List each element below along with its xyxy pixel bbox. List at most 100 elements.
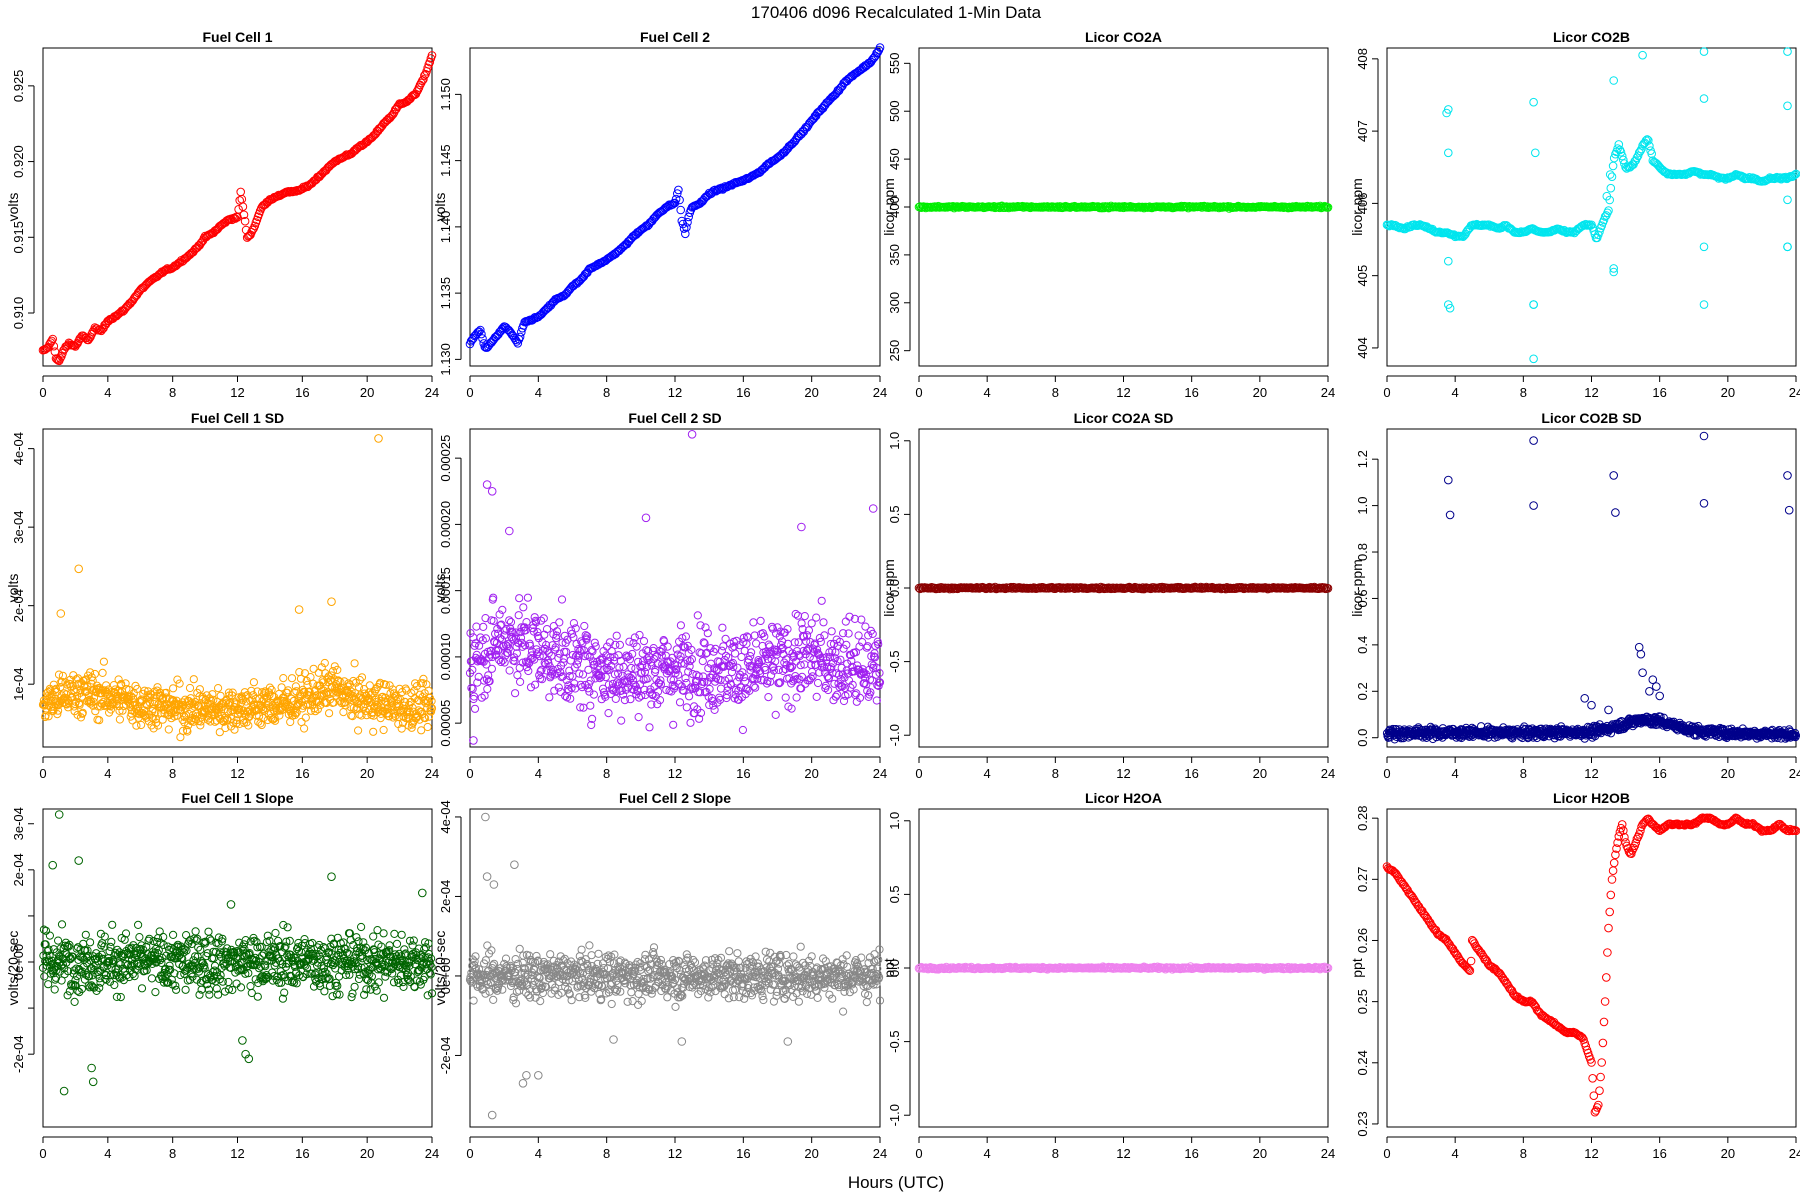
fuel-cell-1-point [423,63,433,73]
fuel-cell-1-sd-plot-frame [42,428,433,748]
fuel-cell-2-sd-point [675,698,685,707]
fuel-cell-2-sd-point [555,618,564,627]
licor-co2b-x-tick-label: 20 [1721,385,1735,400]
fuel-cell-2-sd-point [839,696,849,706]
fuel-cell-1-x-tick-label: 8 [169,385,176,400]
fuel-cell-1-slope-x-tick-label: 12 [230,1146,244,1161]
fuel-cell-2-y-axis-label: volts [432,193,448,222]
fuel-cell-1-sd-point [61,678,70,687]
fuel-cell-1-sd-point [190,702,199,711]
fuel-cell-2-sd-x-tick-label: 24 [873,766,887,781]
licor-co2b-sd-outlier-point [1529,436,1538,445]
fuel-cell-2-sd-point [519,603,528,612]
fuel-cell-1-point [145,276,155,286]
fuel-cell-1-sd-point [102,681,111,690]
fuel-cell-1-sd-point [192,712,201,721]
fuel-cell-2-sd-outlier-point [797,522,806,532]
fuel-cell-1-sd-x-tick-label: 24 [425,766,439,781]
licor-co2b-y-tick-label: 405 [1355,265,1370,287]
fuel-cell-1-sd-point [202,691,211,700]
licor-co2b-y-axis-label: licor-ppm [1349,178,1365,236]
fuel-cell-2-y-tick-label: 1.130 [438,343,453,376]
fuel-cell-1-slope-point [57,920,67,929]
fuel-cell-1-point [383,115,393,125]
fuel-cell-1-point [52,355,62,364]
fuel-cell-1-point [239,210,249,220]
fuel-cell-1-sd-point [89,693,99,703]
licor-co2b-point [1614,140,1624,149]
fuel-cell-1-sd-point [265,683,274,692]
fuel-cell-2-sd-point [510,689,520,698]
fuel-cell-2-point [674,185,683,195]
licor-co2b-point [1604,206,1613,215]
fuel-cell-2-point [875,43,885,52]
fuel-cell-1-sd-y-tick-label: 2e-04 [11,589,26,622]
fuel-cell-1-point [236,187,245,197]
licor-co2b-point [1642,135,1652,144]
licor-co2b-outlier-point [1444,256,1453,266]
fuel-cell-2-sd-point [819,618,828,627]
licor-co2b-point [1444,228,1453,238]
fuel-cell-1-y-tick-label: 0.910 [11,297,26,330]
fuel-cell-1-sd-point [63,695,72,704]
licor-co2b-points [1382,47,1800,364]
fuel-cell-2-sd-point [615,640,625,650]
licor-co2b-sd-y-tick-label: 0.2 [1355,682,1370,700]
fuel-cell-2-sd-x-tick-label: 8 [603,766,610,781]
fuel-cell-1-sd-y-tick-label: 4e-04 [11,432,26,465]
licor-co2b-point [1790,170,1800,179]
licor-co2a-x-tick-label: 24 [1321,385,1335,400]
fuel-cell-1-sd-x-tick-label: 20 [360,766,374,781]
licor-co2b-point [1739,172,1748,182]
fuel-cell-1-sd-y-axis-label: volts [5,574,21,603]
fuel-cell-1-y-axis-label: volts [5,193,21,222]
fuel-cell-1-sd-point [133,684,142,694]
fuel-cell-1-sd-point [64,703,73,712]
licor-co2b-y-tick-label: 404 [1355,337,1370,359]
licor-co2b-outlier-point [1699,94,1709,103]
fuel-cell-1-point [56,354,65,363]
fuel-cell-1-sd-x-tick-label: 4 [104,766,111,781]
fuel-cell-2-sd-point [472,622,481,631]
licor-co2b-outlier-point [1699,300,1709,309]
fuel-cell-2-sd-point [812,613,821,622]
fuel-cell-1-sd-point [194,701,203,710]
fuel-cell-1-slope-x-tick-label: 4 [104,1146,111,1161]
fuel-cell-1-sd-point [279,674,288,683]
fuel-cell-1-slope-point [50,985,59,994]
licor-co2b-point [1662,168,1671,177]
fuel-cell-1-sd-point [53,710,62,719]
fuel-cell-2-y-tick-label: 1.140 [438,211,453,244]
fuel-cell-2-sd-point [639,637,649,646]
fuel-cell-1-point [92,324,102,333]
fuel-cell-2-sd-x-tick-label: 0 [466,766,473,781]
fuel-cell-1-point [127,297,136,307]
licor-co2a-x-tick-label: 20 [1253,385,1267,400]
licor-co2a-point [1184,203,1193,213]
licor-co2b-point [1609,153,1619,163]
fuel-cell-1-x-tick-label: 0 [39,385,46,400]
licor-co2b-point [1720,173,1729,183]
licor-co2b-sd-x-tick-label: 16 [1652,766,1666,781]
fuel-cell-1-sd-point [214,684,223,693]
fuel-cell-1-sd-point [339,708,348,717]
fuel-cell-1-slope-x-tick-label: 8 [169,1146,176,1161]
licor-co2b-sd-outlier-point [1580,694,1589,703]
licor-co2b-outlier-point [1699,242,1709,252]
licor-co2b-point [1603,208,1612,218]
fuel-cell-2-sd-point [872,696,881,705]
fuel-cell-2-sd-point [721,651,731,661]
fuel-cell-2-point [676,205,686,215]
fuel-cell-1-slope-y-tick-label: 2e-04 [11,853,26,886]
licor-co2b-outlier-point [1602,191,1612,201]
fuel-cell-1-sd-point [90,669,100,679]
fuel-cell-1-sd-x-tick-label: 16 [295,766,309,781]
fuel-cell-2-sd-point [685,692,694,701]
fuel-cell-2-sd-x-tick-label: 12 [668,766,682,781]
licor-co2b-plot-frame [1386,47,1797,367]
fuel-cell-1-y-tick-label: 0.920 [11,145,26,178]
